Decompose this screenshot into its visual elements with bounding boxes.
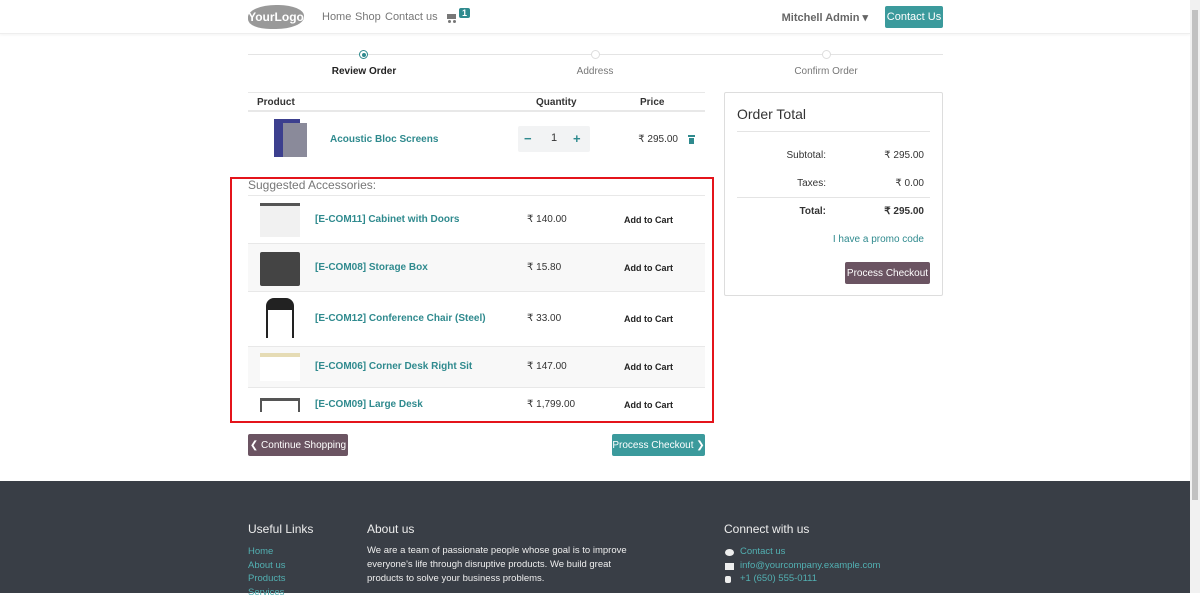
scrollbar-thumb[interactable]: [1192, 10, 1198, 500]
accessory-image[interactable]: [260, 203, 300, 237]
useful-links-title: Useful Links: [248, 522, 314, 536]
accessory-row: [E-COM09] Large Desk ₹ 1,799.00 Add to C…: [248, 388, 705, 422]
accessory-image[interactable]: [260, 252, 300, 286]
order-total-panel: Order Total Subtotal: ₹ 295.00 Taxes: ₹ …: [724, 92, 943, 296]
product-price: ₹ 295.00: [638, 134, 678, 145]
highlight-box: [230, 177, 714, 423]
accessory-name-link[interactable]: [E-COM08] Storage Box: [315, 262, 428, 273]
cart-icon[interactable]: [445, 13, 456, 23]
promo-code-link[interactable]: I have a promo code: [832, 234, 924, 245]
footer-contact-link[interactable]: Contact us: [740, 546, 786, 557]
nav-contact-us[interactable]: Contact us: [385, 11, 438, 23]
cart-row: Acoustic Bloc Screens − 1 + ₹ 295.00: [248, 114, 705, 164]
subtotal-value: ₹ 295.00: [884, 150, 924, 161]
accessory-price: ₹ 33.00: [527, 313, 562, 324]
nav-home[interactable]: Home: [322, 11, 352, 23]
taxes-value: ₹ 0.00: [895, 178, 924, 189]
header-quantity: Quantity: [536, 97, 577, 108]
accessory-name-link[interactable]: [E-COM09] Large Desk: [315, 399, 423, 410]
contact-us-button[interactable]: Contact Us: [885, 6, 943, 28]
suggested-accessories-title: Suggested Accessories:: [248, 178, 377, 192]
trash-icon[interactable]: [688, 135, 695, 144]
add-to-cart-button[interactable]: Add to Cart: [624, 314, 673, 324]
step-dot-confirm: [822, 50, 831, 59]
footer-phone-link[interactable]: +1 (650) 555-0111: [740, 573, 818, 584]
top-navbar: YourLogo Home Shop Contact us 1 Mitchell…: [0, 0, 1190, 34]
taxes-label: Taxes:: [797, 178, 826, 189]
accessory-price: ₹ 147.00: [527, 361, 567, 372]
plus-button[interactable]: +: [573, 131, 581, 146]
cart-count-badge: 1: [459, 8, 471, 18]
subtotal-label: Subtotal:: [786, 150, 826, 161]
about-us-title: About us: [367, 522, 415, 536]
total-label: Total:: [799, 206, 826, 217]
step-dot-review: [359, 50, 368, 59]
process-checkout-button[interactable]: Process Checkout ❯: [612, 434, 705, 456]
footer-email-link[interactable]: info@yourcompany.example.com: [740, 560, 881, 571]
cart-table-header: Product Quantity Price: [248, 92, 705, 112]
logo[interactable]: YourLogo: [248, 5, 304, 29]
accessory-image[interactable]: [260, 398, 300, 412]
accessory-image[interactable]: [266, 298, 294, 338]
product-name-link[interactable]: Acoustic Bloc Screens: [330, 134, 439, 145]
user-menu[interactable]: Mitchell Admin ▾: [781, 12, 868, 24]
scrollbar[interactable]: [1190, 0, 1200, 593]
divider: [737, 197, 930, 198]
step-review-order: Review Order: [331, 66, 397, 77]
accessory-row: [E-COM11] Cabinet with Doors ₹ 140.00 Ad…: [248, 196, 705, 244]
footer-link-products[interactable]: Products: [248, 573, 286, 584]
accessory-price: ₹ 1,799.00: [527, 399, 576, 410]
quantity-stepper: − 1 +: [518, 126, 590, 152]
minus-button[interactable]: −: [524, 131, 532, 146]
quantity-input[interactable]: 1: [551, 132, 558, 144]
add-to-cart-button[interactable]: Add to Cart: [624, 362, 673, 372]
step-dot-address: [591, 50, 600, 59]
about-us-text: We are a team of passionate people whose…: [367, 545, 627, 584]
accessory-row: [E-COM08] Storage Box ₹ 15.80 Add to Car…: [248, 244, 705, 292]
header-price: Price: [640, 97, 665, 108]
accessory-row: [E-COM06] Corner Desk Right Sit ₹ 147.00…: [248, 347, 705, 388]
header-product: Product: [257, 97, 295, 108]
continue-shopping-button[interactable]: ❮ Continue Shopping: [248, 434, 348, 456]
accessory-image[interactable]: [260, 353, 300, 381]
accessory-row: [E-COM12] Conference Chair (Steel) ₹ 33.…: [248, 292, 705, 347]
order-total-title: Order Total: [737, 106, 806, 122]
nav-shop[interactable]: Shop: [355, 11, 381, 23]
accessory-name-link[interactable]: [E-COM12] Conference Chair (Steel): [315, 313, 486, 324]
accessory-price: ₹ 15.80: [527, 262, 562, 273]
divider: [737, 131, 930, 132]
accessory-name-link[interactable]: [E-COM06] Corner Desk Right Sit: [315, 361, 473, 372]
envelope-icon: [725, 563, 734, 570]
process-checkout-sidebar-button[interactable]: Process Checkout: [845, 262, 930, 284]
accessory-name-link[interactable]: [E-COM11] Cabinet with Doors: [315, 214, 460, 225]
suggested-accessories-table: [E-COM11] Cabinet with Doors ₹ 140.00 Ad…: [248, 195, 705, 422]
add-to-cart-button[interactable]: Add to Cart: [624, 263, 673, 273]
step-address: Address: [576, 66, 614, 77]
comment-icon: [725, 549, 734, 556]
total-value: ₹ 295.00: [884, 206, 924, 217]
footer-link-about[interactable]: About us: [248, 560, 286, 571]
step-confirm-order: Confirm Order: [794, 66, 858, 77]
footer-link-home[interactable]: Home: [248, 546, 274, 557]
connect-title: Connect with us: [724, 522, 810, 536]
phone-icon: [725, 576, 731, 583]
accessory-price: ₹ 140.00: [527, 214, 567, 225]
add-to-cart-button[interactable]: Add to Cart: [624, 400, 673, 410]
footer: Useful Links Home About us Products Serv…: [0, 481, 1190, 598]
product-image[interactable]: [274, 119, 307, 159]
add-to-cart-button[interactable]: Add to Cart: [624, 215, 673, 225]
